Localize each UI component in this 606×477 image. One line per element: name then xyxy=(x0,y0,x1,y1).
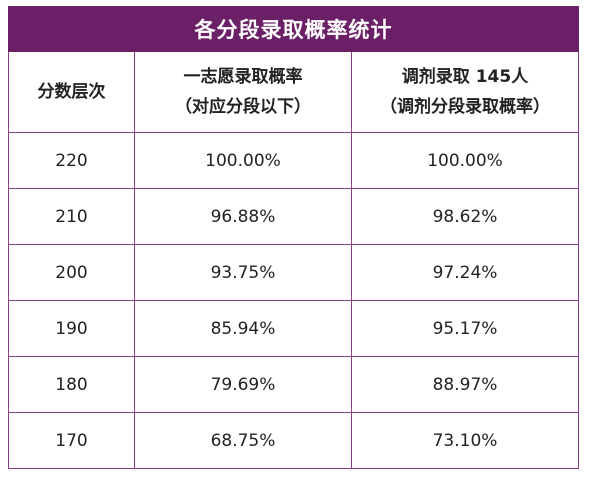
header-first-choice: 一志愿录取概率 （对应分段以下） xyxy=(134,51,352,133)
header-adjustment-suffix: 人 xyxy=(511,67,529,87)
header-adjustment-line2: （调剂分段录取概率） xyxy=(380,97,550,117)
header-first-choice-line1: 一志愿录取概率 xyxy=(183,67,303,87)
score-cell: 210 xyxy=(8,188,135,245)
score-cell: 180 xyxy=(8,356,135,413)
header-adjustment-count: 145 xyxy=(475,67,512,87)
table-row: 220 100.00% 100.00% xyxy=(8,132,580,189)
first-choice-cell: 100.00% xyxy=(134,132,352,189)
admission-probability-table: 各分段录取概率统计 分数层次 一志愿录取概率 （对应分段以下） 调剂录取 145… xyxy=(7,6,580,469)
header-adjustment-line1: 调剂录取 145人 xyxy=(352,62,578,92)
score-cell: 190 xyxy=(8,300,135,357)
header-score-level: 分数层次 xyxy=(8,51,135,133)
adjust-cell: 100.00% xyxy=(350,132,580,189)
first-choice-cell: 79.69% xyxy=(134,356,352,413)
first-choice-cell: 85.94% xyxy=(134,300,352,357)
header-row: 分数层次 一志愿录取概率 （对应分段以下） 调剂录取 145人 （调剂分段录取概… xyxy=(8,51,580,133)
adjust-cell: 73.10% xyxy=(350,412,580,469)
first-choice-cell: 93.75% xyxy=(134,244,352,301)
first-choice-cell: 68.75% xyxy=(134,412,352,469)
adjust-cell: 88.97% xyxy=(350,356,580,413)
title-row: 各分段录取概率统计 xyxy=(7,6,580,52)
table-row: 170 68.75% 73.10% xyxy=(8,412,580,469)
header-first-choice-line2: （对应分段以下） xyxy=(175,97,311,117)
score-cell: 220 xyxy=(8,132,135,189)
score-cell: 170 xyxy=(8,412,135,469)
table-title: 各分段录取概率统计 xyxy=(7,6,580,52)
adjust-cell: 98.62% xyxy=(350,188,580,245)
score-cell: 200 xyxy=(8,244,135,301)
first-choice-cell: 96.88% xyxy=(134,188,352,245)
header-adjustment-prefix: 调剂录取 xyxy=(401,67,476,87)
adjust-cell: 97.24% xyxy=(350,244,580,301)
table-row: 200 93.75% 97.24% xyxy=(8,244,580,301)
adjust-cell: 95.17% xyxy=(350,300,580,357)
table-row: 210 96.88% 98.62% xyxy=(8,188,580,245)
stats-table-container: 各分段录取概率统计 分数层次 一志愿录取概率 （对应分段以下） 调剂录取 145… xyxy=(7,6,580,469)
header-adjustment: 调剂录取 145人 （调剂分段录取概率） xyxy=(350,51,580,133)
table-row: 190 85.94% 95.17% xyxy=(8,300,580,357)
table-row: 180 79.69% 88.97% xyxy=(8,356,580,413)
